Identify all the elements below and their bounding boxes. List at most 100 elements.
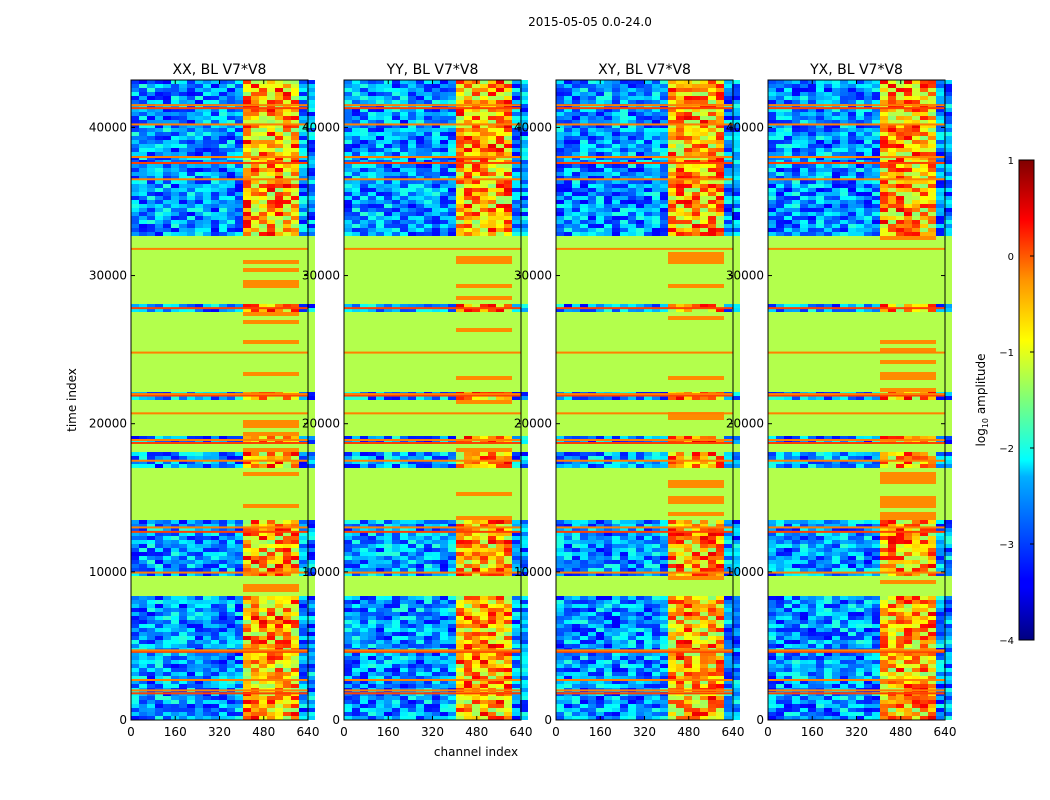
x-tick-label: 0 (552, 725, 560, 739)
x-tick-label: 160 (164, 725, 187, 739)
rfi-line (768, 307, 945, 310)
rfi-line (768, 441, 945, 444)
x-tick-label: 160 (801, 725, 824, 739)
x-tick-label: 640 (722, 725, 745, 739)
y-tick-label: 10000 (726, 565, 764, 579)
x-tick-label: 320 (845, 725, 868, 739)
panel: YX, BL V7*V8 0 160 320 480 640 0 10000 20000 3000… (726, 62, 957, 739)
rfi-line (131, 439, 308, 441)
rfi-line (344, 107, 521, 110)
rfi-line (131, 178, 308, 181)
panel-title: YX, BL V7*V8 (809, 62, 903, 78)
rfi-line (344, 530, 521, 533)
rfi-line (556, 247, 733, 250)
rfi-line (131, 412, 308, 415)
rfi-line (131, 394, 308, 397)
rfi-line (556, 530, 733, 533)
rfi-line (556, 161, 733, 164)
rfi-line (556, 156, 733, 159)
x-tick-label: 480 (252, 725, 275, 739)
rfi-line (344, 123, 521, 126)
rfi-line (768, 689, 945, 692)
x-tick-label: 160 (377, 725, 400, 739)
colorbar (1018, 159, 1035, 641)
colorbar-tick-label: 1 (1008, 156, 1014, 167)
heatmap-image (556, 80, 740, 720)
figure-suptitle: 2015-05-05 0.0-24.0 (528, 15, 652, 29)
rfi-line (768, 526, 945, 529)
rfi-line (556, 107, 733, 110)
rfi-line (131, 247, 308, 250)
x-tick-label: 320 (208, 725, 231, 739)
x-axis-label: channel index (434, 745, 518, 759)
y-tick-label: 40000 (514, 120, 552, 134)
x-tick-label: 640 (297, 725, 320, 739)
rfi-line (131, 393, 308, 396)
rfi-line (768, 123, 945, 126)
rfi-line (131, 692, 308, 695)
rfi-line (344, 689, 521, 692)
rfi-line (556, 692, 733, 695)
rfi-line (344, 394, 521, 397)
y-tick-label: 20000 (89, 417, 127, 431)
y-tick-label: 10000 (514, 565, 552, 579)
rfi-line (768, 161, 945, 164)
rfi-line (131, 107, 308, 110)
rfi-line (131, 526, 308, 529)
rfi-line (131, 530, 308, 533)
panels: XX, BL V7*V8 0 160 320 480 640 0 10000 20000 3000… (89, 62, 957, 739)
rfi-line (131, 307, 308, 310)
rfi-line (131, 571, 308, 574)
colorbar-tick-label: −4 (999, 636, 1014, 647)
rfi-line (556, 393, 733, 396)
x-tick-label: 480 (677, 725, 700, 739)
panel: XY, BL V7*V8 0 160 320 480 640 0 10000 20000 3000… (514, 62, 745, 739)
rfi-line (768, 104, 945, 107)
y-tick-label: 0 (119, 713, 127, 727)
rfi-line (344, 459, 521, 462)
rfi-line (131, 441, 308, 444)
rfi-line (344, 412, 521, 415)
rfi-line (768, 692, 945, 695)
y-axis-label: time index (65, 368, 79, 432)
rfi-line (768, 679, 945, 681)
rfi-line (344, 161, 521, 164)
y-tick-label: 20000 (726, 417, 764, 431)
heatmap-image (344, 80, 528, 720)
x-tick-label: 0 (340, 725, 348, 739)
y-tick-label: 10000 (89, 565, 127, 579)
rfi-line (344, 679, 521, 681)
panel-title: XY, BL V7*V8 (598, 62, 691, 78)
rfi-line (768, 107, 945, 110)
y-tick-label: 40000 (302, 120, 340, 134)
y-tick-label: 40000 (726, 120, 764, 134)
rfi-line (344, 439, 521, 441)
rfi-line (131, 650, 308, 653)
rfi-line (556, 441, 733, 444)
rfi-line (131, 679, 308, 681)
rfi-line (344, 571, 521, 574)
x-tick-label: 320 (633, 725, 656, 739)
y-tick-label: 30000 (514, 269, 552, 283)
y-tick-label: 20000 (514, 417, 552, 431)
rfi-line (768, 412, 945, 415)
panel-title: YY, BL V7*V8 (386, 62, 479, 78)
colorbar-tick-label: 0 (1008, 252, 1014, 263)
rfi-line (768, 571, 945, 574)
x-tick-label: 640 (934, 725, 957, 739)
rfi-line (131, 104, 308, 107)
x-tick-label: 480 (465, 725, 488, 739)
colorbar-tick-label: −1 (999, 348, 1014, 359)
rfi-line (768, 650, 945, 653)
rfi-line (344, 526, 521, 529)
rfi-line (768, 178, 945, 181)
rfi-line (556, 394, 733, 397)
rfi-line (344, 156, 521, 159)
x-tick-label: 640 (510, 725, 533, 739)
rfi-line (344, 692, 521, 695)
rfi-line (344, 351, 521, 354)
colorbar-tick-label: −3 (999, 540, 1014, 551)
rfi-line (768, 351, 945, 354)
panel-title: XX, BL V7*V8 (173, 62, 267, 78)
